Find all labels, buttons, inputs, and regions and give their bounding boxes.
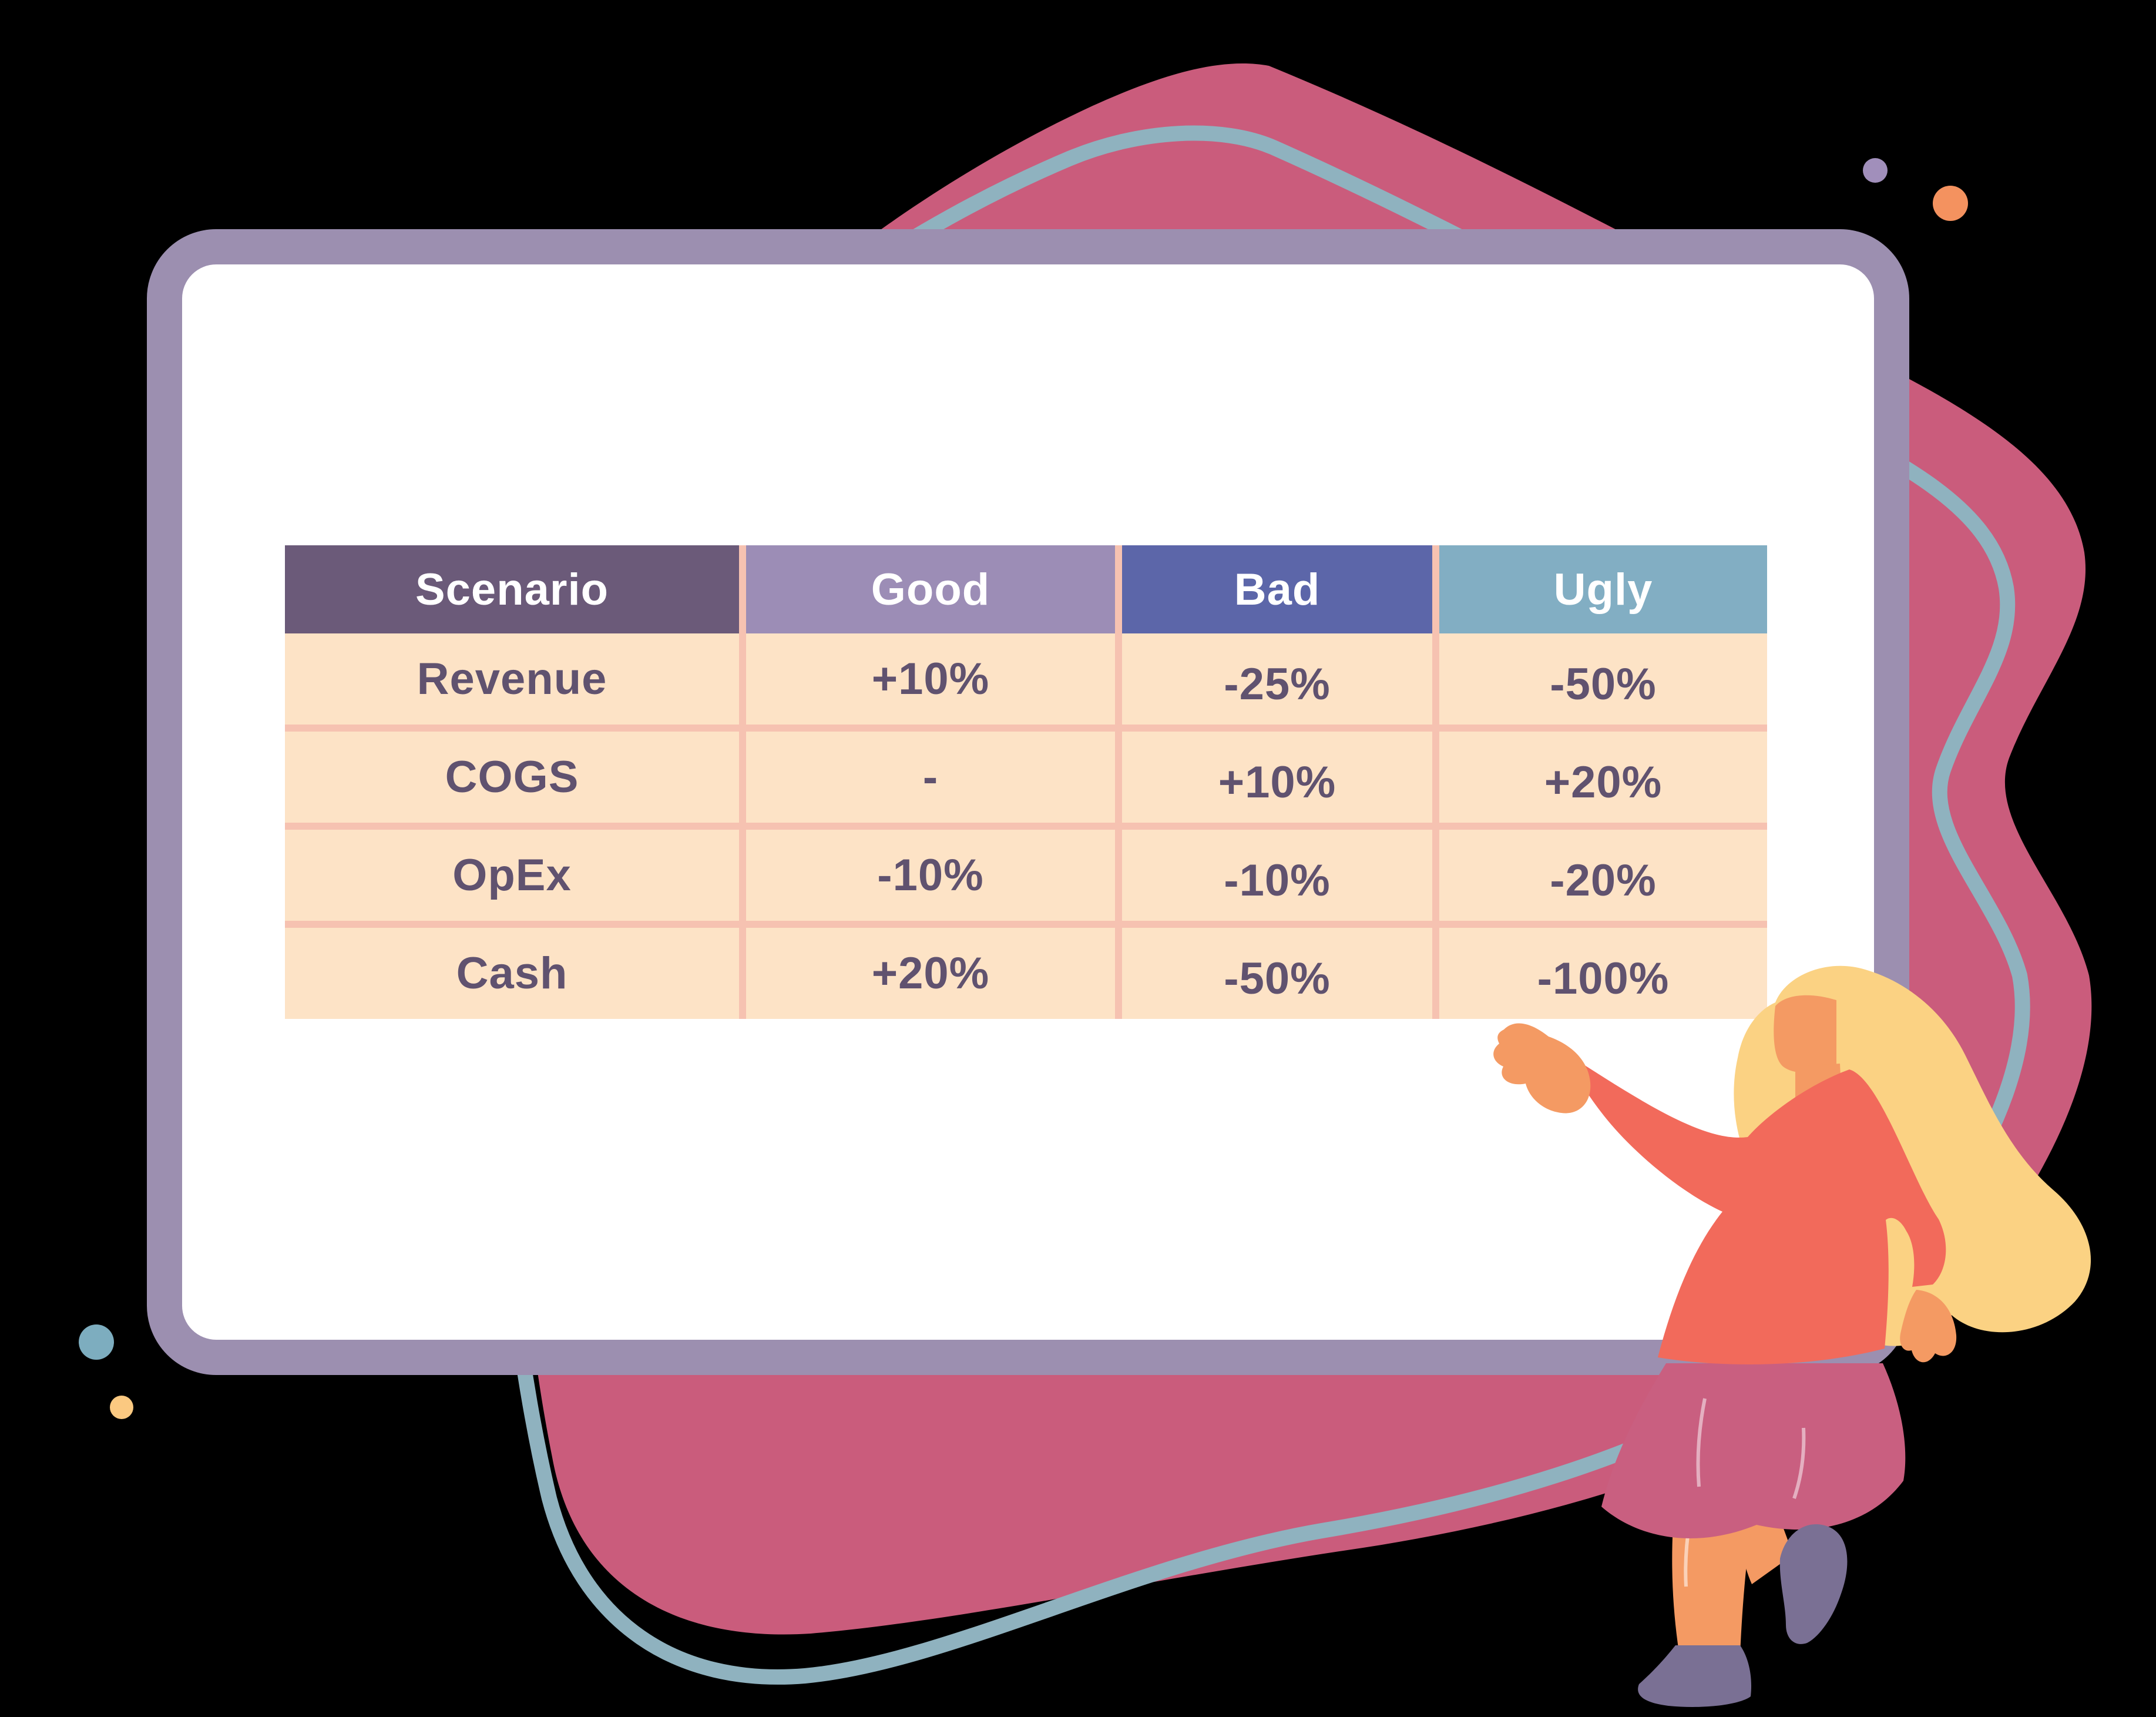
cell-cash-good: +20% xyxy=(746,921,1115,1019)
cell-cash-bad: -50% xyxy=(1122,921,1432,1019)
cell-cogs-bad: +10% xyxy=(1122,725,1432,823)
cell-revenue-ugly: -50% xyxy=(1439,633,1767,725)
row-label-cogs: COGS xyxy=(285,725,739,823)
header-cell-scenario: Scenario xyxy=(285,545,739,633)
row-label-revenue: Revenue xyxy=(285,633,739,725)
cell-cogs-good: - xyxy=(746,725,1115,823)
header-cell-ugly: Ugly xyxy=(1439,545,1767,633)
cell-cogs-ugly: +20% xyxy=(1439,725,1767,823)
header-cell-good: Good xyxy=(746,545,1115,633)
cell-revenue-bad: -25% xyxy=(1122,633,1432,725)
row-label-cash: Cash xyxy=(285,921,739,1019)
header-cell-bad: Bad xyxy=(1122,545,1432,633)
cell-cash-ugly: -100% xyxy=(1439,921,1767,1019)
cell-revenue-good: +10% xyxy=(746,633,1115,725)
cell-opex-bad: -10% xyxy=(1122,823,1432,921)
cell-opex-good: -10% xyxy=(746,823,1115,921)
row-label-opex: OpEx xyxy=(285,823,739,921)
scenario-table: Scenario Good Bad Ugly Revenue +10% -25%… xyxy=(285,545,1767,1019)
cell-opex-ugly: -20% xyxy=(1439,823,1767,921)
